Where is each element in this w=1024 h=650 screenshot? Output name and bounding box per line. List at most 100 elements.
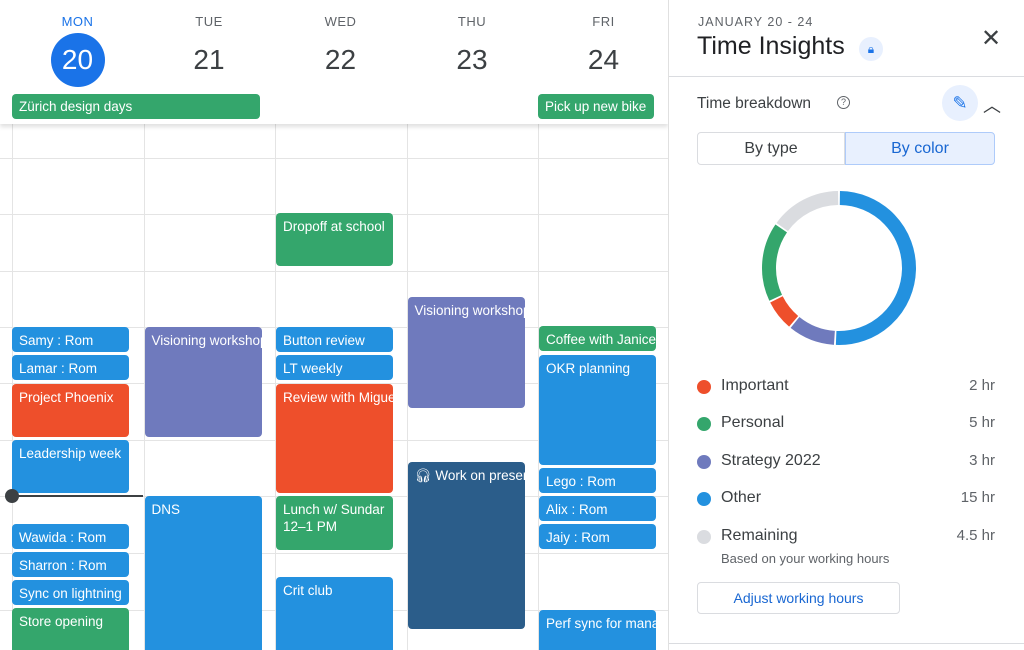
divider xyxy=(669,643,1024,644)
calendar-event[interactable]: Review with Miguel xyxy=(276,384,393,493)
calendar-event[interactable]: Coffee with Janice xyxy=(539,326,656,351)
help-icon[interactable]: ? xyxy=(837,96,850,109)
event-title: Alix : Rom xyxy=(546,502,608,517)
edit-pencil-icon[interactable]: ✎ xyxy=(942,85,978,121)
divider xyxy=(669,76,1024,77)
event-title: Wawida : Rom xyxy=(19,530,107,545)
calendar-event[interactable]: Lamar : Rom xyxy=(12,355,129,380)
day-header-fri[interactable]: FRI 24 xyxy=(538,0,668,87)
legend-value: 15 hr xyxy=(960,489,995,506)
event-title: Perf sync for managers xyxy=(546,616,656,631)
day-number[interactable]: 20 xyxy=(50,33,105,87)
day-header-mon[interactable]: MON 20 xyxy=(12,0,143,87)
grid-column-line xyxy=(538,124,539,650)
day-of-week: FRI xyxy=(592,14,615,29)
legend-value: 2 hr xyxy=(969,377,995,394)
time-insights-panel: JANUARY 20 - 24 Time Insights 🔒︎ ✕ Time … xyxy=(668,0,1024,650)
all-day-event[interactable]: Pick up new bike xyxy=(538,94,654,119)
event-title: Jaiy : Rom xyxy=(546,530,610,545)
event-title: Button review xyxy=(283,333,365,348)
event-title: OKR planning xyxy=(546,361,631,376)
calendar-event[interactable]: Leadership week xyxy=(12,440,129,493)
day-number[interactable]: 22 xyxy=(324,44,357,75)
chevron-up-icon[interactable]: ︿ xyxy=(983,96,1001,116)
calendar-event[interactable]: Store opening xyxy=(12,608,129,650)
legend-label: Strategy 2022 xyxy=(721,452,821,469)
lock-icon[interactable]: 🔒︎ xyxy=(859,37,883,61)
grid-column-line xyxy=(143,124,145,650)
event-title: Project Phoenix xyxy=(19,390,114,405)
calendar-event[interactable]: Button review xyxy=(276,327,393,352)
headphones-icon: 🎧︎ xyxy=(414,468,436,483)
section-title: Time breakdown xyxy=(697,95,812,112)
donut-slice-important xyxy=(770,296,799,327)
legend-value: 4.5 hr xyxy=(956,527,995,544)
adjust-working-hours-button[interactable]: Adjust working hours xyxy=(697,582,900,614)
day-header-tue[interactable]: TUE 21 xyxy=(144,0,275,87)
week-calendar: MON 20 TUE 21 WED 22 THU 23 FRI 24 Zürich design d… xyxy=(0,0,668,650)
current-time-dot xyxy=(5,489,19,503)
tab-by-color[interactable]: By color xyxy=(845,132,995,165)
event-title: Sharron : Rom xyxy=(19,558,107,573)
event-time: 12–1 PM xyxy=(283,519,338,534)
calendar-event[interactable]: LT weekly xyxy=(276,355,393,380)
calendar-event[interactable]: Dropoff at school xyxy=(276,213,393,266)
day-header-thu[interactable]: THU 23 xyxy=(407,0,538,87)
day-number[interactable]: 24 xyxy=(587,44,620,75)
calendar-event[interactable]: Visioning workshop xyxy=(407,297,525,408)
grid-hour-line xyxy=(0,383,668,384)
calendar-event[interactable]: Samy : Rom xyxy=(12,327,129,352)
day-number[interactable]: 21 xyxy=(193,44,225,75)
grid-column-line xyxy=(406,124,408,650)
grid-hour-line xyxy=(0,271,668,272)
calendar-event[interactable]: Project Phoenix xyxy=(12,384,129,437)
event-title: Coffee with Janice xyxy=(546,332,656,347)
calendar-event[interactable]: Alix : Rom xyxy=(539,496,656,521)
calendar-event[interactable]: Lego : Rom xyxy=(539,468,656,493)
event-title: LT weekly xyxy=(283,361,343,376)
color-dot-icon xyxy=(697,492,711,506)
remaining-note: Based on your working hours xyxy=(721,551,890,566)
event-title: Sync on lightning xyxy=(19,586,122,601)
color-dot-icon xyxy=(697,380,711,394)
close-icon[interactable]: ✕ xyxy=(981,25,1002,52)
legend-value: 5 hr xyxy=(969,414,995,431)
color-dot-icon xyxy=(697,417,711,431)
calendar-event[interactable]: Sharron : Rom xyxy=(12,552,129,577)
calendar-event[interactable]: Visioning workshop xyxy=(144,327,262,437)
calendar-event[interactable]: Sync on lightning xyxy=(12,580,129,605)
color-dot-icon xyxy=(697,455,711,469)
grid-column-line xyxy=(275,124,276,650)
calendar-event[interactable]: Perf sync for managers xyxy=(539,610,656,650)
event-title: Lunch w/ Sundar xyxy=(283,502,385,517)
calendar-event[interactable]: Jaiy : Rom xyxy=(539,524,656,549)
event-title: Dropoff at school xyxy=(283,219,385,234)
day-number[interactable]: 23 xyxy=(456,44,488,75)
legend-value: 3 hr xyxy=(969,452,995,469)
day-of-week: TUE xyxy=(195,14,223,29)
event-title: Visioning workshop xyxy=(151,333,262,348)
grid-hour-line xyxy=(0,158,668,159)
color-dot-icon xyxy=(697,530,711,544)
calendar-event[interactable]: DNS xyxy=(144,496,262,650)
calendar-event[interactable]: 🎧︎ Work on presentation xyxy=(407,462,525,629)
calendar-event[interactable]: Wawida : Rom xyxy=(12,524,129,549)
event-title: Store opening xyxy=(19,614,104,629)
date-range: JANUARY 20 - 24 xyxy=(698,15,814,29)
calendar-event[interactable]: OKR planning xyxy=(539,355,656,465)
event-title: Leadership week xyxy=(19,446,122,461)
event-title: Review with Miguel xyxy=(283,390,393,405)
day-of-week: THU xyxy=(457,14,487,29)
grid-hour-line xyxy=(0,553,668,554)
day-of-week: WED xyxy=(324,14,357,29)
calendar-event[interactable]: Crit club xyxy=(276,577,393,650)
donut-slice-personal xyxy=(762,224,788,301)
tab-by-type[interactable]: By type xyxy=(697,132,845,165)
event-title: Work on presentation xyxy=(435,468,524,483)
calendar-event[interactable]: Lunch w/ Sundar 12–1 PM xyxy=(276,496,393,550)
all-day-event[interactable]: Zürich design days xyxy=(12,94,260,119)
event-title: Samy : Rom xyxy=(19,333,94,348)
legend-item-personal: Personal 5 hr xyxy=(697,414,995,434)
event-title: Visioning workshop xyxy=(414,303,525,318)
day-header-wed[interactable]: WED 22 xyxy=(275,0,406,87)
